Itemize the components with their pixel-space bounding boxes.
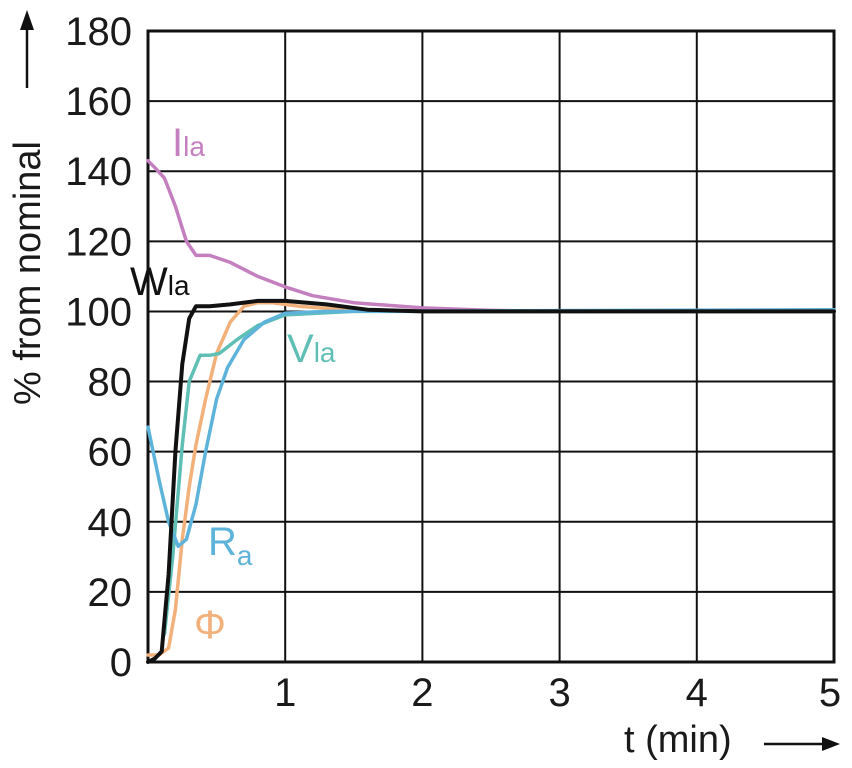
y-tick-label: 60 xyxy=(88,431,133,475)
y-tick-label: 0 xyxy=(110,641,132,685)
series-line-0 xyxy=(146,158,836,314)
y-tick-label: 40 xyxy=(88,501,133,545)
y-tick-label: 160 xyxy=(65,80,132,124)
y-axis-title: % from nominal xyxy=(7,141,49,405)
series-label-1: Wla xyxy=(130,260,190,304)
y-tick-label: 120 xyxy=(65,220,132,264)
x-axis-title: t (min) xyxy=(624,719,732,761)
y-tick-label: 180 xyxy=(65,10,132,54)
y-tick-label: 80 xyxy=(88,361,133,405)
y-tick-label: 100 xyxy=(65,290,132,334)
y-tick-label: 20 xyxy=(88,571,133,615)
y-axis-arrow-icon xyxy=(20,10,34,88)
x-tick-label: 3 xyxy=(548,671,570,715)
x-tick-label: 2 xyxy=(411,671,433,715)
x-tick-label: 4 xyxy=(686,671,708,715)
plot-frame xyxy=(146,29,836,664)
series-line-4 xyxy=(146,300,836,657)
series-lines xyxy=(146,158,836,664)
series-line-3 xyxy=(146,307,836,549)
y-tick-label: 140 xyxy=(65,150,132,194)
series-label-0: Ila xyxy=(172,121,205,165)
series-label-4: Φ xyxy=(194,603,226,647)
x-tick-label: 1 xyxy=(274,671,296,715)
series-line-1 xyxy=(146,298,836,664)
tick-labels: 0 20 40 60 80 100 120 140 160 180 1 2 3 4 5 xyxy=(65,10,841,715)
x-axis-arrow-icon xyxy=(764,737,840,751)
series-labels: Ila Wla Vla Ra Φ xyxy=(130,121,336,647)
series-line-2 xyxy=(162,309,836,636)
series-label-2: Vla xyxy=(287,327,336,371)
x-tick-label: 5 xyxy=(819,671,841,715)
series-label-3: Ra xyxy=(208,520,253,571)
